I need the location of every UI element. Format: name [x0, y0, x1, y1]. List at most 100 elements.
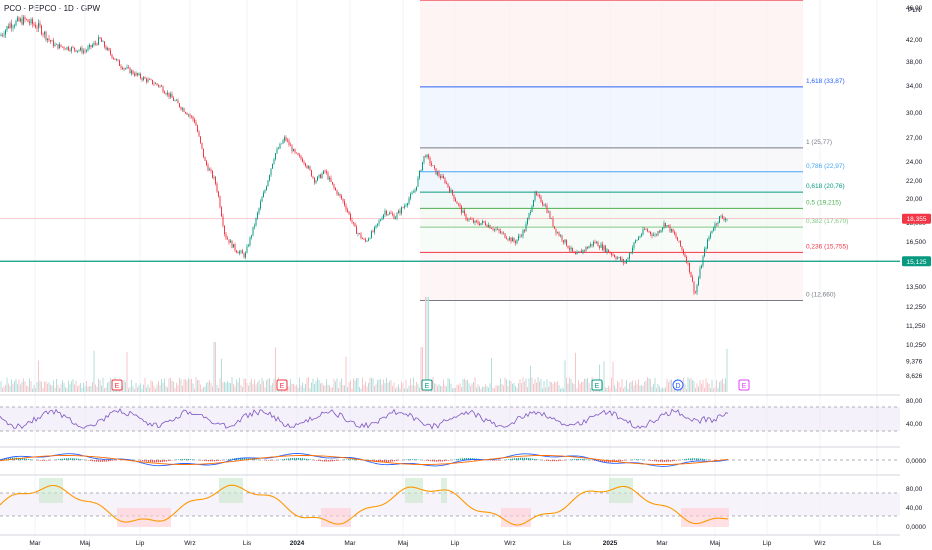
candle-body	[329, 177, 330, 180]
macd-histogram-bar	[140, 460, 142, 461]
candle-body	[654, 234, 656, 236]
volume-bar	[272, 383, 273, 392]
candle-body	[288, 140, 290, 145]
stoch-oversold-zone	[717, 508, 723, 527]
candle-body	[563, 240, 564, 243]
candle-body	[458, 203, 459, 205]
volume-bar	[642, 385, 644, 392]
candle-body	[368, 238, 369, 241]
macd-histogram-bar	[550, 460, 552, 462]
macd-histogram-bar	[690, 458, 692, 460]
candle-body	[215, 176, 216, 184]
volume-bar	[162, 382, 164, 392]
macd-histogram-bar	[530, 458, 532, 460]
volume-bar	[237, 382, 239, 392]
macd-histogram-bar	[292, 458, 294, 460]
candle-body	[27, 19, 29, 23]
volume-bar	[197, 379, 198, 392]
volume-bar	[654, 378, 656, 392]
volume-bar	[410, 378, 411, 392]
candle-body	[372, 231, 374, 232]
volume-bar	[269, 378, 270, 392]
macd-histogram-bar	[668, 460, 670, 462]
candle-body	[158, 84, 159, 87]
candle-body	[441, 175, 443, 178]
volume-bar	[413, 377, 414, 392]
volume-bar	[491, 357, 492, 392]
candle-body	[471, 219, 473, 221]
volume-bar	[626, 380, 627, 392]
volume-bar	[338, 388, 339, 392]
time-axis-tick: 2024	[290, 540, 305, 547]
candle-body	[102, 41, 104, 43]
macd-histogram-bar	[336, 460, 338, 461]
macd-histogram-bar	[586, 459, 588, 460]
macd-histogram-bar	[210, 460, 212, 462]
volume-bar	[203, 386, 204, 392]
macd-histogram-bar	[554, 460, 556, 462]
macd-histogram-bar	[514, 458, 516, 460]
volume-bar	[225, 383, 227, 392]
candle-body	[536, 192, 537, 195]
candle-body	[273, 159, 275, 164]
macd-histogram-bar	[652, 460, 654, 461]
candle-body	[83, 50, 84, 53]
volume-bar	[518, 383, 519, 392]
volume-bar	[131, 379, 132, 392]
time-axis-tick: Lip	[136, 540, 145, 547]
candle-body	[5, 30, 6, 35]
volume-bar	[632, 380, 633, 392]
volume-bar	[291, 384, 293, 392]
macd-histogram-bar	[380, 460, 382, 463]
volume-bar	[243, 378, 245, 392]
macd-histogram-bar	[100, 460, 102, 462]
candle-body	[3, 34, 5, 36]
candle-body	[227, 238, 228, 240]
volume-bar	[719, 381, 720, 392]
macd-histogram-bar	[68, 458, 70, 460]
candle-body	[467, 219, 468, 221]
volume-bar	[372, 378, 374, 392]
macd-histogram-bar	[664, 460, 666, 462]
macd-histogram-bar	[574, 459, 576, 460]
volume-bar	[357, 377, 359, 392]
volume-bar	[666, 378, 668, 392]
volume-bar	[434, 383, 435, 392]
candle-body	[225, 233, 227, 239]
macd-histogram-bar	[110, 460, 112, 462]
volume-bar	[30, 380, 32, 392]
macd-histogram-bar	[606, 460, 608, 463]
volume-bar	[521, 382, 522, 392]
volume-bar	[219, 378, 221, 392]
volume-bar	[608, 385, 609, 392]
candle-body	[164, 91, 165, 94]
candle-body	[558, 232, 560, 236]
candle-body	[476, 220, 477, 222]
candle-body	[350, 213, 351, 221]
volume-bar	[318, 379, 320, 392]
candle-body	[221, 207, 222, 217]
macd-histogram-bar	[156, 460, 158, 463]
stoch-oversold-zone	[159, 508, 165, 527]
volume-bar	[374, 386, 375, 392]
candle-body	[50, 40, 51, 42]
price-axis-tick: 46,00	[906, 5, 923, 12]
candle-body	[590, 244, 591, 247]
volume-bar	[138, 385, 140, 392]
volume-bar	[726, 348, 728, 392]
volume-bar	[53, 380, 54, 392]
candle-body	[704, 249, 705, 257]
candle-body	[414, 190, 416, 192]
candle-body	[191, 116, 192, 117]
macd-histogram-bar	[108, 460, 110, 462]
macd-histogram-bar	[286, 458, 288, 460]
volume-bar	[516, 387, 518, 392]
volume-bar	[392, 386, 393, 392]
volume-bar	[210, 382, 212, 392]
candle-body	[132, 70, 134, 75]
time-axis-tick: Maj	[710, 540, 720, 547]
candle-body	[308, 166, 309, 168]
stoch-oversold-zone	[507, 508, 513, 527]
candle-body	[20, 18, 21, 22]
